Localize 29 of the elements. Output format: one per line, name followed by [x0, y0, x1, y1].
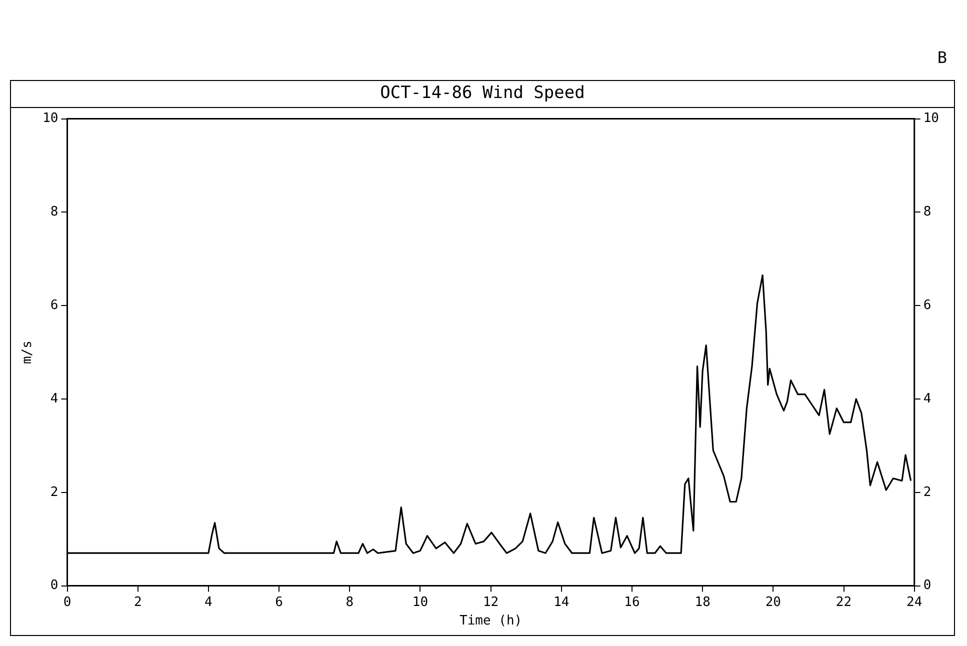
- x-tick-label: 16: [624, 594, 640, 610]
- y-tick-label: 0: [50, 578, 58, 594]
- y-tick-label: 6: [50, 298, 58, 313]
- y-tick-label: 4: [50, 391, 58, 406]
- x-tick-label: 8: [346, 594, 354, 610]
- x-tick-label: 12: [482, 594, 499, 610]
- y-tick-label: 10: [42, 111, 58, 126]
- y2-tick-label: 4: [923, 391, 932, 406]
- text: B: [937, 48, 947, 67]
- y2-tick-label: 2: [923, 484, 932, 500]
- x-tick-label: 2: [134, 594, 142, 610]
- x-tick-label: 24: [906, 594, 922, 610]
- y2-tick-label: 6: [923, 298, 932, 313]
- y-axis-title: m/s: [20, 340, 36, 364]
- x-tick-label: 22: [836, 594, 852, 610]
- x-tick-label: 20: [765, 594, 781, 610]
- x-tick-label: 18: [694, 594, 710, 610]
- x-tick-label: 0: [63, 594, 72, 610]
- x-tick-label: 4: [204, 594, 213, 610]
- x-tick-label: 14: [554, 594, 570, 610]
- y2-tick-label: 0: [923, 578, 932, 594]
- x-tick-label: 10: [412, 594, 428, 610]
- x-tick-label: 6: [275, 594, 283, 610]
- y2-tick-label: 8: [923, 204, 932, 220]
- x-axis-title: Time (h): [459, 614, 522, 629]
- chart-title: OCT-14-86 Wind Speed: [10, 80, 955, 108]
- y2-tick-label: 10: [923, 111, 940, 126]
- y-tick-label: 2: [50, 484, 58, 500]
- y-tick-label: 8: [50, 204, 58, 220]
